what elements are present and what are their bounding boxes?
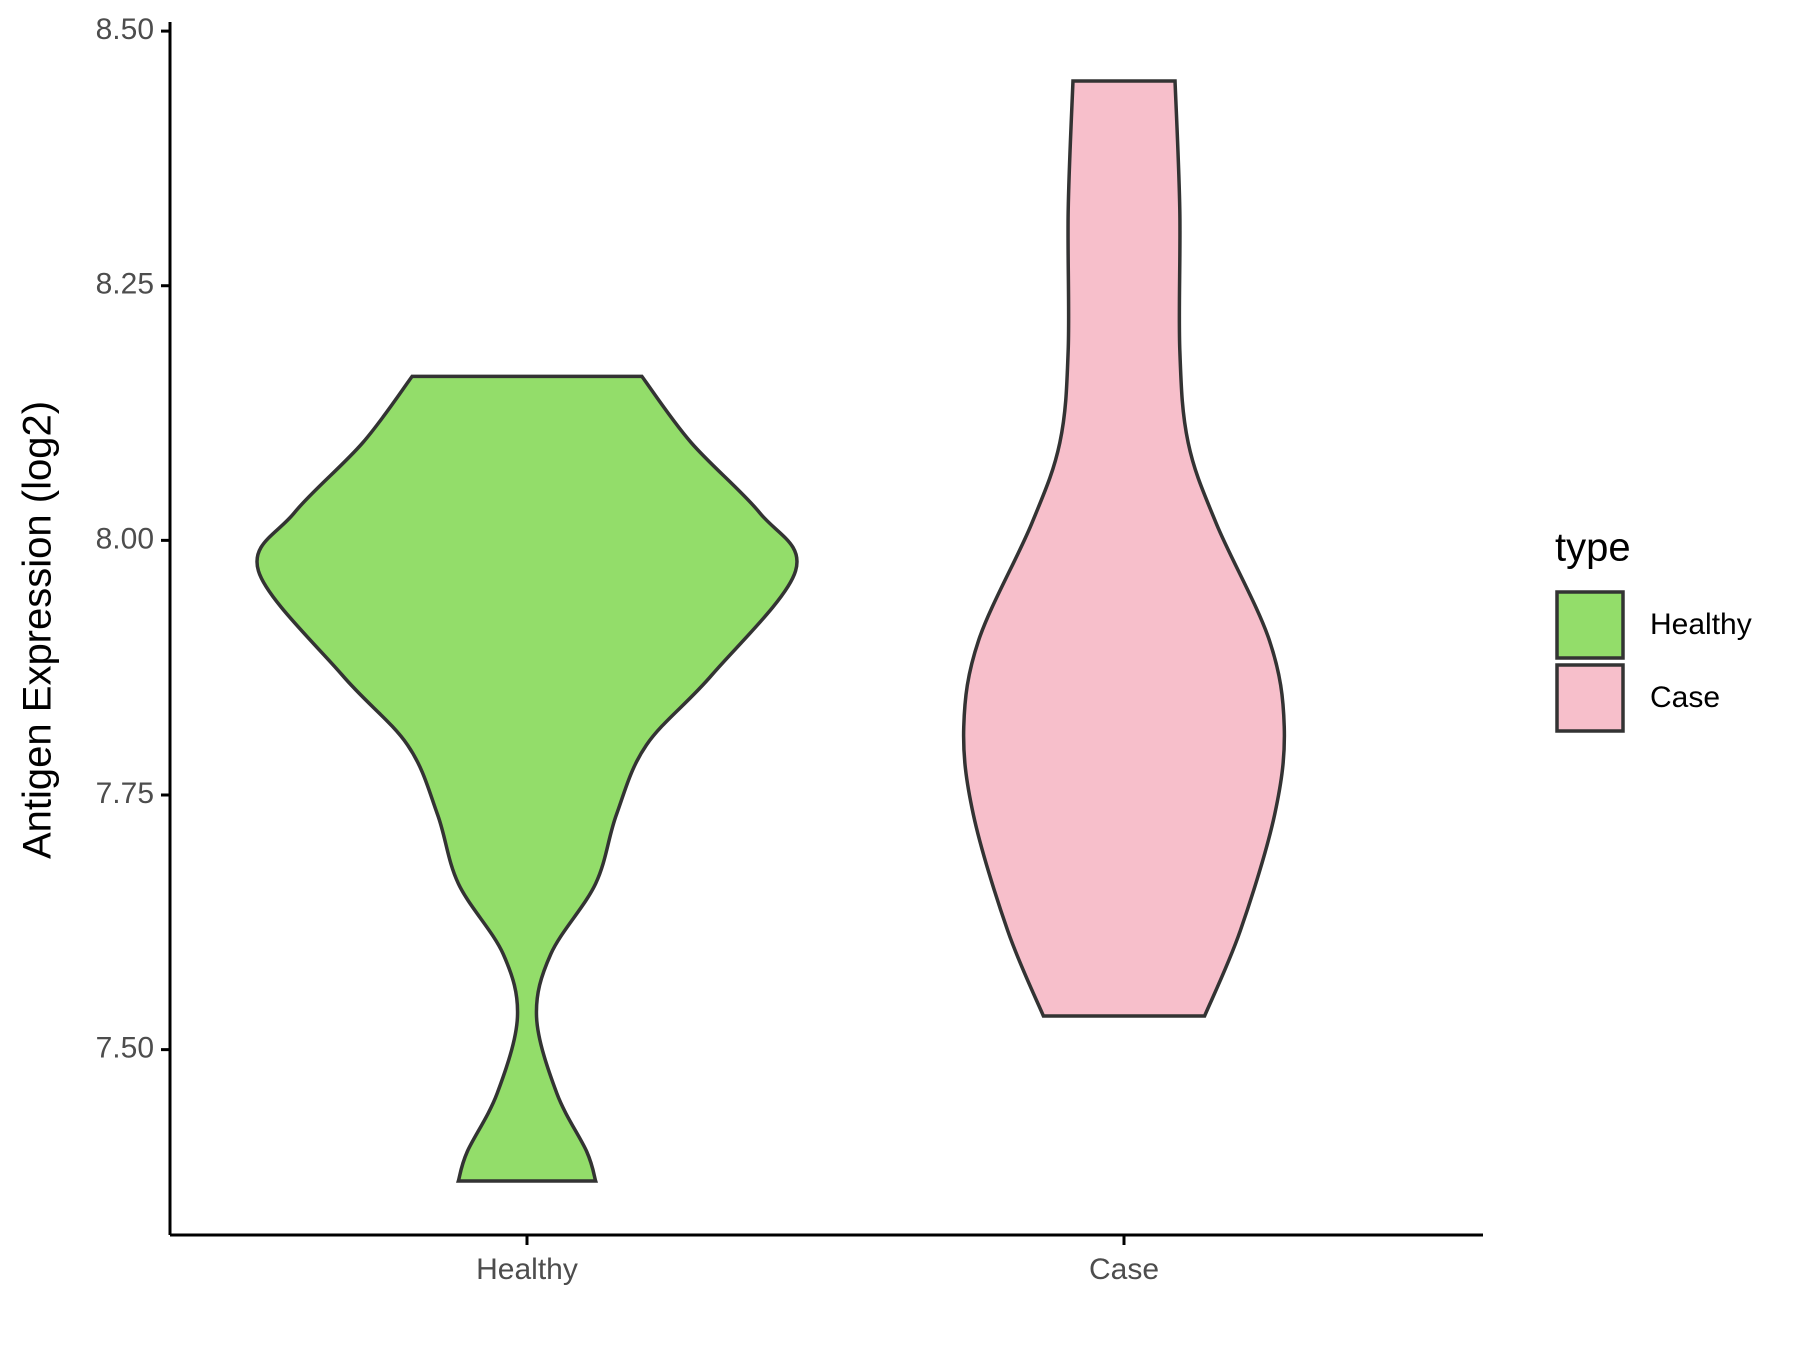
violin bbox=[255, 374, 799, 1183]
y-tick-label: 7.50 bbox=[96, 1032, 154, 1065]
y-tick-label: 7.75 bbox=[96, 777, 154, 810]
y-axis-title: Antigen Expression (log2) bbox=[16, 401, 60, 859]
x-tick-label: Healthy bbox=[476, 1253, 578, 1286]
y-tick-label: 8.00 bbox=[96, 522, 154, 555]
legend-label: Healthy bbox=[1650, 608, 1752, 641]
legend-swatch bbox=[1555, 590, 1625, 660]
violin bbox=[961, 79, 1287, 1018]
legend-swatch bbox=[1555, 663, 1625, 733]
y-tick-label: 8.50 bbox=[96, 13, 154, 46]
x-tick-label: Case bbox=[1089, 1253, 1159, 1286]
legend-label: Case bbox=[1650, 681, 1720, 714]
y-tick-label: 8.25 bbox=[96, 268, 154, 301]
legend-title: type bbox=[1555, 526, 1631, 570]
